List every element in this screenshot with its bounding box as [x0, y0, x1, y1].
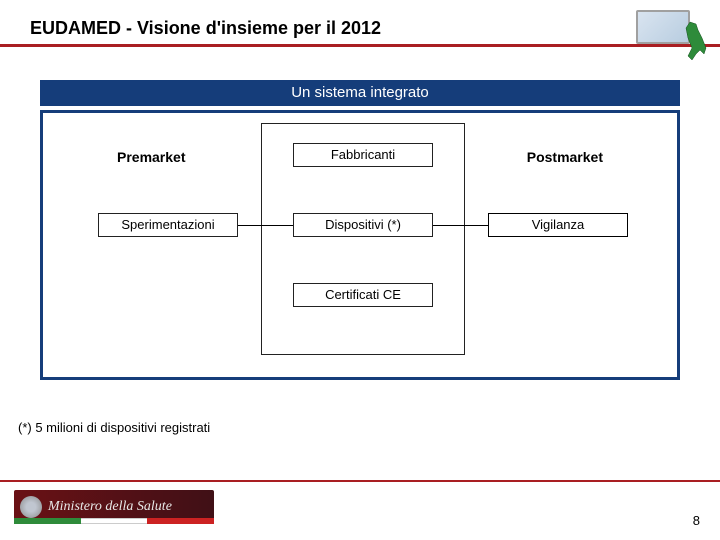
footnote-text: (*) 5 milioni di dispositivi registrati — [18, 420, 210, 435]
column-header-postmarket: Postmarket — [527, 149, 603, 165]
header-area: EUDAMED - Visione d'insieme per il 2012 — [0, 0, 720, 50]
page-number: 8 — [693, 513, 700, 528]
emblem-icon — [20, 496, 42, 518]
node-vigilanza: Vigilanza — [488, 213, 628, 237]
footer-divider — [0, 480, 720, 482]
footer-ministry-label: Ministero della Salute — [48, 499, 172, 515]
node-sperimentazioni: Sperimentazioni — [98, 213, 238, 237]
subtitle-bar: Un sistema integrato — [40, 80, 680, 106]
slide-root: EUDAMED - Visione d'insieme per il 2012 … — [0, 0, 720, 540]
node-fabbricanti: Fabbricanti — [293, 143, 433, 167]
title-underline — [0, 44, 720, 47]
column-header-premarket: Premarket — [117, 149, 186, 165]
connector-sper-disp — [238, 225, 293, 226]
page-title: EUDAMED - Visione d'insieme per il 2012 — [30, 18, 381, 39]
header-logo — [630, 8, 710, 56]
diagram-frame: Premarket Postmarket Fabbricanti Disposi… — [40, 110, 680, 380]
flag-ribbon-icon — [14, 518, 214, 524]
connector-disp-vig — [433, 225, 488, 226]
node-certificati: Certificati CE — [293, 283, 433, 307]
node-dispositivi: Dispositivi (*) — [293, 213, 433, 237]
italy-icon — [682, 20, 710, 62]
